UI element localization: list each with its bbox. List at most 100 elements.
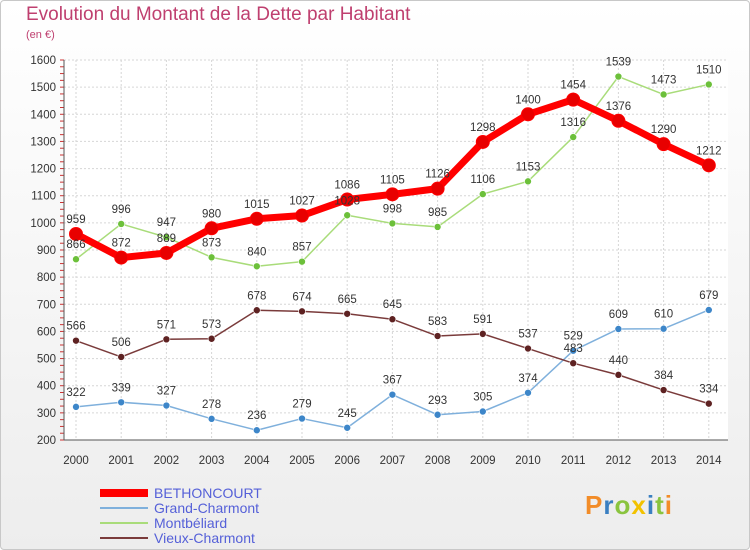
data-point [704, 306, 713, 314]
legend-swatch [100, 522, 148, 524]
data-point [478, 190, 487, 198]
data-label: 1290 [651, 124, 677, 136]
data-point [521, 107, 535, 122]
data-point [524, 177, 532, 186]
data-label: 1086 [334, 180, 360, 192]
data-label: 674 [292, 291, 312, 303]
data-point [343, 211, 352, 220]
y-tick-label: 500 [37, 354, 56, 366]
data-point [611, 113, 626, 128]
data-point [204, 221, 219, 236]
data-point [162, 335, 171, 344]
data-label: 959 [66, 214, 85, 226]
data-label: 327 [157, 386, 176, 398]
data-point [388, 315, 397, 324]
data-label: 678 [247, 290, 266, 302]
data-point [207, 334, 216, 343]
data-label: 1015 [244, 199, 270, 211]
data-point [117, 220, 125, 228]
data-point [569, 133, 578, 141]
data-label: 1028 [334, 195, 360, 207]
data-label: 583 [428, 316, 447, 328]
data-point [385, 187, 400, 202]
data-label: 645 [383, 299, 402, 311]
data-point [162, 401, 171, 410]
data-label: 1106 [470, 174, 495, 186]
data-label: 1376 [606, 101, 632, 113]
data-point [117, 353, 125, 361]
data-label: 571 [157, 319, 176, 331]
data-point [566, 92, 581, 107]
chart-title: Evolution du Montant de la Dette par Hab… [26, 4, 411, 25]
data-label: 322 [66, 387, 85, 399]
x-tick-label: 2004 [244, 455, 270, 467]
logo-letter: i [664, 490, 673, 520]
data-label: 573 [202, 319, 221, 331]
y-tick-label: 400 [37, 381, 56, 393]
data-label: 1153 [516, 161, 541, 173]
data-label: 1400 [515, 94, 541, 106]
x-tick-label: 2009 [470, 455, 496, 467]
data-label: 529 [564, 331, 583, 343]
legend-label: BETHONCOURT [154, 485, 262, 501]
data-label: 1212 [696, 145, 722, 157]
x-tick-label: 2003 [199, 455, 225, 467]
data-label: 840 [247, 246, 266, 258]
data-point [343, 309, 352, 318]
data-label: 334 [699, 384, 719, 396]
data-point [298, 257, 306, 266]
data-point [430, 181, 445, 196]
data-point [478, 330, 487, 338]
y-tick-label: 1300 [30, 136, 56, 148]
data-label: 610 [654, 309, 673, 321]
y-tick-label: 1600 [30, 55, 56, 67]
data-point [388, 390, 397, 399]
data-label: 1027 [289, 196, 315, 208]
data-point [117, 398, 125, 407]
x-tick-label: 2006 [334, 455, 360, 467]
data-label: 1510 [696, 64, 722, 76]
x-tick-label: 2014 [696, 455, 722, 467]
proxiti-logo: Proxiti [585, 490, 673, 521]
data-point [478, 407, 487, 416]
data-label: 1454 [560, 80, 586, 92]
logo-letter: o [614, 490, 632, 520]
data-label: 1539 [606, 57, 632, 69]
data-label: 609 [609, 309, 628, 321]
data-label: 889 [157, 233, 176, 245]
data-point [524, 344, 532, 353]
y-tick-label: 900 [37, 245, 56, 257]
data-label: 591 [473, 314, 492, 326]
data-point [114, 250, 129, 265]
logo-letter: r [603, 490, 615, 520]
data-label: 1126 [425, 169, 450, 181]
data-point [159, 245, 174, 260]
data-point [388, 219, 397, 228]
data-label: 278 [202, 399, 221, 411]
data-point [252, 426, 261, 435]
logo-letter: t [655, 490, 665, 520]
y-tick-label: 1100 [31, 191, 56, 203]
data-point [252, 306, 261, 315]
y-tick-label: 1000 [30, 218, 56, 230]
legend-swatch [100, 507, 148, 509]
data-label: 367 [383, 375, 402, 387]
data-point [298, 307, 306, 316]
x-tick-label: 2007 [380, 455, 406, 467]
y-tick-label: 600 [37, 326, 56, 338]
x-tick-label: 2011 [561, 455, 586, 467]
x-tick-label: 2001 [108, 455, 134, 467]
x-tick-label: 2008 [425, 455, 451, 467]
x-tick-label: 2000 [63, 455, 89, 467]
x-tick-label: 2013 [651, 455, 677, 467]
data-point [340, 192, 355, 207]
data-point [162, 233, 171, 242]
data-label: 872 [112, 238, 131, 250]
y-tick-label: 300 [37, 408, 56, 420]
legend-swatch [100, 489, 148, 497]
legend-swatch [100, 537, 148, 539]
y-tick-label: 1200 [30, 164, 56, 176]
legend-label: Grand-Charmont [154, 500, 260, 516]
data-point [433, 332, 442, 340]
data-label: 679 [699, 290, 718, 302]
